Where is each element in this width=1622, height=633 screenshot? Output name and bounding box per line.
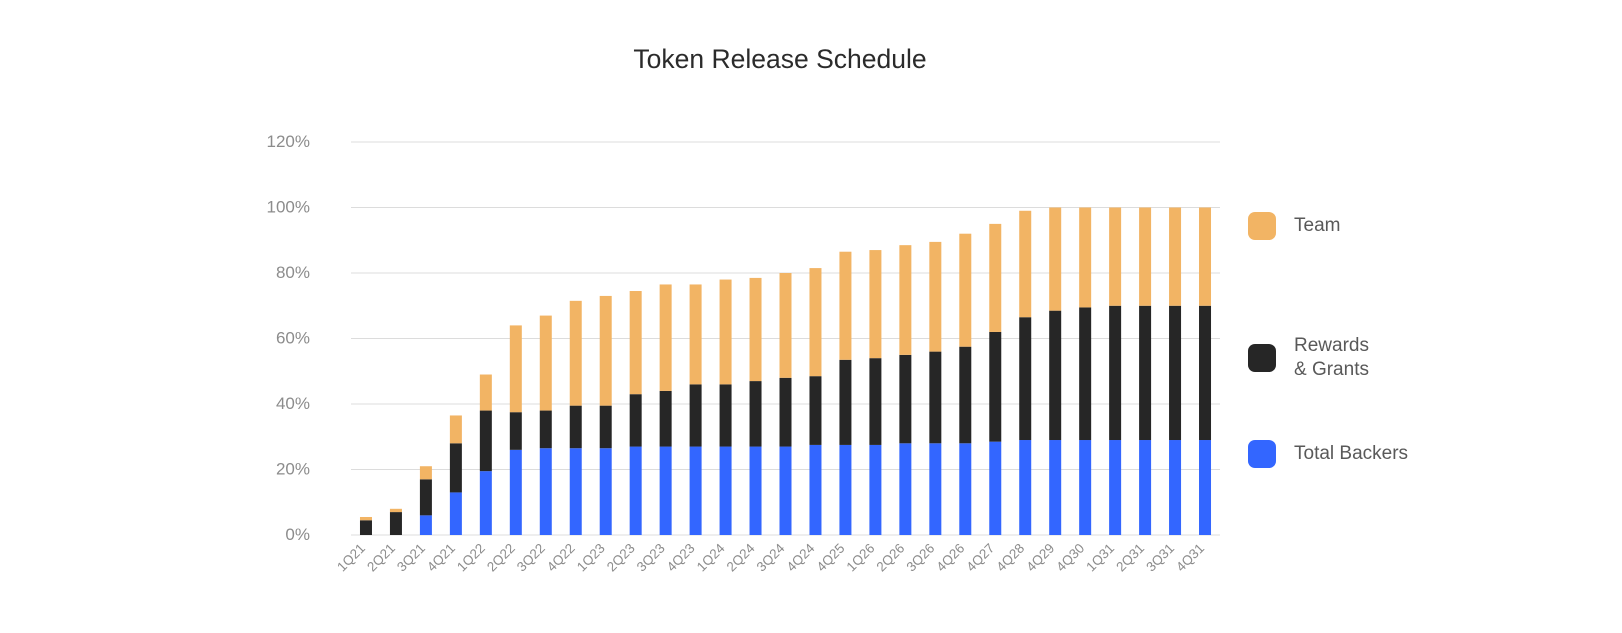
svg-text:3Q26: 3Q26 [903, 541, 937, 575]
svg-text:4Q27: 4Q27 [963, 541, 997, 575]
svg-text:3Q24: 3Q24 [754, 540, 788, 574]
svg-text:2Q21: 2Q21 [364, 541, 398, 575]
svg-text:4Q26: 4Q26 [933, 541, 967, 575]
svg-text:100%: 100% [267, 198, 310, 217]
svg-text:120%: 120% [267, 132, 310, 151]
svg-text:4Q22: 4Q22 [544, 541, 578, 575]
svg-text:1Q31: 1Q31 [1083, 541, 1117, 575]
svg-text:2Q24: 2Q24 [724, 540, 758, 574]
svg-text:3Q23: 3Q23 [634, 541, 668, 575]
svg-text:3Q22: 3Q22 [514, 541, 548, 575]
svg-text:80%: 80% [276, 263, 310, 282]
svg-text:4Q24: 4Q24 [784, 540, 818, 574]
svg-text:2Q22: 2Q22 [484, 541, 518, 575]
svg-text:1Q23: 1Q23 [574, 541, 608, 575]
svg-text:20%: 20% [276, 460, 310, 479]
svg-text:1Q26: 1Q26 [844, 541, 878, 575]
svg-text:1Q24: 1Q24 [694, 540, 728, 574]
svg-text:4Q21: 4Q21 [424, 541, 458, 575]
svg-text:4Q25: 4Q25 [814, 541, 848, 575]
svg-text:0%: 0% [285, 525, 310, 544]
svg-text:2Q31: 2Q31 [1113, 541, 1147, 575]
svg-text:1Q21: 1Q21 [334, 541, 368, 575]
svg-text:2Q23: 2Q23 [604, 541, 638, 575]
svg-text:60%: 60% [276, 329, 310, 348]
svg-text:4Q29: 4Q29 [1023, 541, 1057, 575]
svg-text:3Q31: 3Q31 [1143, 541, 1177, 575]
svg-text:2Q26: 2Q26 [874, 541, 908, 575]
svg-text:40%: 40% [276, 394, 310, 413]
svg-text:1Q22: 1Q22 [454, 541, 488, 575]
svg-text:3Q21: 3Q21 [394, 541, 428, 575]
svg-text:4Q23: 4Q23 [664, 541, 698, 575]
svg-text:4Q31: 4Q31 [1173, 541, 1207, 575]
svg-text:4Q28: 4Q28 [993, 541, 1027, 575]
svg-text:4Q30: 4Q30 [1053, 541, 1087, 575]
